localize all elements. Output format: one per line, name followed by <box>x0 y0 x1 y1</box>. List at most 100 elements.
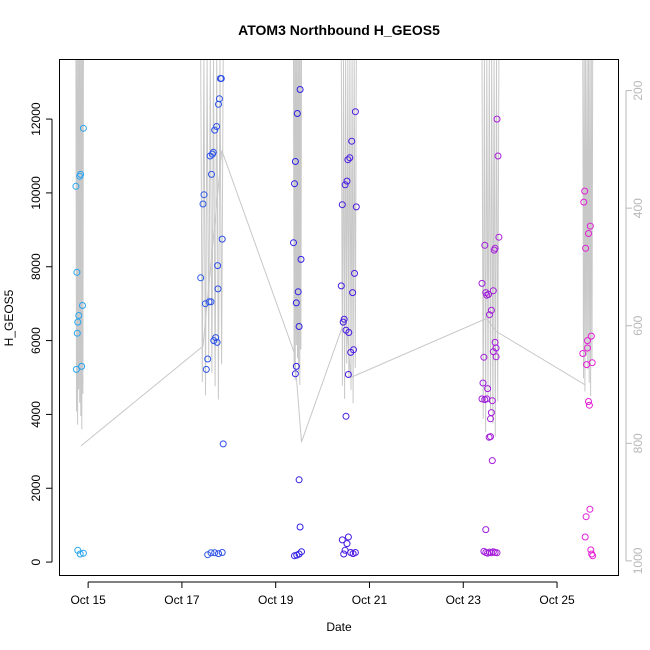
data-point <box>209 148 217 156</box>
flight-trace <box>293 59 302 385</box>
data-point <box>483 291 491 299</box>
data-point <box>585 230 592 237</box>
data-point <box>295 323 303 330</box>
data-point <box>487 433 494 441</box>
data-point <box>589 552 597 560</box>
data-point <box>215 95 223 103</box>
data-point <box>344 533 352 541</box>
data-point <box>79 124 87 132</box>
data-point <box>581 533 589 541</box>
plot-frame <box>59 59 619 576</box>
data-point <box>488 397 496 405</box>
data-point <box>587 546 595 554</box>
y-axis: 0 2000 4000 6000 8000 10000 12000 <box>29 102 53 565</box>
data-point <box>297 255 305 263</box>
data-point <box>487 306 495 314</box>
data-point <box>580 198 588 206</box>
data-point <box>351 549 359 556</box>
pressure-axis: 200 400 600 800 1000 <box>625 80 645 574</box>
x-axis-label: Date <box>326 620 352 634</box>
x-axis: Oct 15 Oct 17 Oct 19 Oct 21 Oct 23 Oct 25 <box>70 581 575 607</box>
transit-trace <box>80 150 586 447</box>
data-point <box>73 329 81 337</box>
data-point <box>212 334 220 342</box>
y-tick-label: 8000 <box>29 253 43 280</box>
data-point <box>295 550 303 558</box>
data-point <box>584 337 591 345</box>
data-point <box>495 233 503 241</box>
data-point <box>343 540 351 548</box>
data-point <box>493 549 501 557</box>
y2-tick-label: 200 <box>631 80 645 100</box>
data-point <box>200 191 208 199</box>
data-point <box>587 332 595 340</box>
data-point <box>211 126 219 134</box>
data-point <box>79 302 86 309</box>
data-point <box>295 476 303 484</box>
data-point <box>202 365 210 373</box>
data-point <box>207 549 215 557</box>
data-point <box>492 344 500 352</box>
data-point <box>291 180 298 188</box>
altitude-trace <box>75 59 594 447</box>
data-point <box>341 546 349 554</box>
data-point <box>72 182 80 190</box>
data-point <box>197 274 205 282</box>
data-point <box>588 359 596 367</box>
data-point <box>581 187 589 195</box>
data-point <box>293 110 301 117</box>
flight-trace <box>75 59 84 430</box>
data-point <box>294 288 302 296</box>
data-point <box>346 154 354 162</box>
data-point <box>298 548 305 556</box>
data-point <box>205 298 213 306</box>
data-point <box>213 123 221 130</box>
x-tick-label: Oct 17 <box>164 593 200 607</box>
data-point <box>351 108 359 116</box>
data-point <box>204 355 212 363</box>
x-tick-label: Oct 23 <box>446 593 482 607</box>
data-point <box>352 203 360 211</box>
data-point <box>296 523 304 531</box>
data-point <box>215 550 222 558</box>
data-point <box>481 396 489 404</box>
x-tick-label: Oct 15 <box>70 593 106 607</box>
data-point <box>579 350 587 357</box>
data-point <box>72 365 80 373</box>
data-point <box>344 371 352 378</box>
y-tick-label: 12000 <box>29 102 43 136</box>
data-point <box>77 170 85 178</box>
data-point <box>350 346 357 354</box>
data-point <box>218 549 226 556</box>
data-point <box>484 385 492 393</box>
data-point <box>487 409 495 417</box>
data-point <box>492 353 500 361</box>
data-point <box>478 279 486 287</box>
data-point <box>486 311 493 319</box>
data-point <box>582 244 590 252</box>
data-point <box>290 239 297 247</box>
y-tick-label: 4000 <box>29 401 43 428</box>
data-point <box>340 550 348 558</box>
data-point <box>291 158 299 165</box>
y2-tick-label: 800 <box>631 433 645 453</box>
data-point <box>493 115 501 123</box>
data-point <box>345 329 353 336</box>
data-point <box>76 550 84 558</box>
data-point <box>75 312 83 319</box>
data-point <box>211 549 219 557</box>
y-tick-label: 6000 <box>29 327 43 354</box>
data-point <box>207 298 215 306</box>
data-point <box>208 170 215 178</box>
y-tick-label: 0 <box>29 558 43 565</box>
y2-tick-label: 400 <box>631 198 645 218</box>
data-point <box>494 152 502 160</box>
x-tick-label: Oct 21 <box>352 593 388 607</box>
data-point <box>79 549 87 557</box>
data-point <box>586 222 594 230</box>
y2-tick-label: 1000 <box>631 547 645 574</box>
data-point <box>292 299 300 307</box>
data-point <box>78 362 86 370</box>
data-point <box>219 440 227 448</box>
